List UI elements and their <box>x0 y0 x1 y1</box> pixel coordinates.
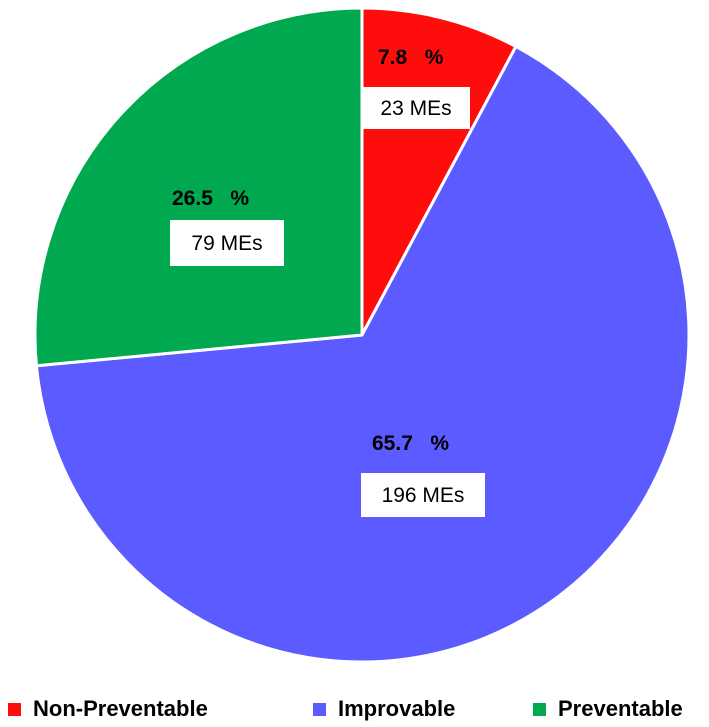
pie-chart: 7.8 % 23 MEs 65.7 % 196 MEs 26.5 % 79 MEs <box>33 6 691 664</box>
percent-label-preventable: 26.5 % <box>172 187 249 210</box>
pie-labels: 7.8 % 23 MEs 65.7 % 196 MEs 26.5 % 79 MEs <box>170 46 485 517</box>
count-label-box-improvable <box>361 473 485 517</box>
pie-slice-improvable <box>34 44 691 664</box>
legend-item-non-preventable: Non-Preventable <box>8 696 208 722</box>
pie-slices <box>33 6 691 664</box>
legend-label-non-preventable: Non-Preventable <box>33 696 208 721</box>
count-label-non-preventable: 23 MEs <box>380 97 451 120</box>
legend-swatch-improvable <box>313 702 326 716</box>
legend-item-improvable: Improvable <box>313 696 455 722</box>
pie-slice-preventable <box>33 6 364 368</box>
legend-swatch-preventable <box>533 702 546 716</box>
percent-label-improvable: 65.7 % <box>372 432 449 455</box>
count-label-improvable: 196 MEs <box>382 484 465 507</box>
count-label-box-non-preventable <box>362 87 470 129</box>
legend-item-preventable: Preventable <box>533 696 683 722</box>
percent-label-non-preventable: 7.8 % <box>378 46 444 69</box>
legend-label-preventable: Preventable <box>558 696 683 721</box>
count-label-preventable: 79 MEs <box>191 232 262 255</box>
legend: Non-Preventable Improvable Preventable <box>0 690 709 727</box>
count-label-box-preventable <box>170 220 284 266</box>
legend-swatch-non-preventable <box>8 702 21 716</box>
legend-label-improvable: Improvable <box>338 696 456 721</box>
